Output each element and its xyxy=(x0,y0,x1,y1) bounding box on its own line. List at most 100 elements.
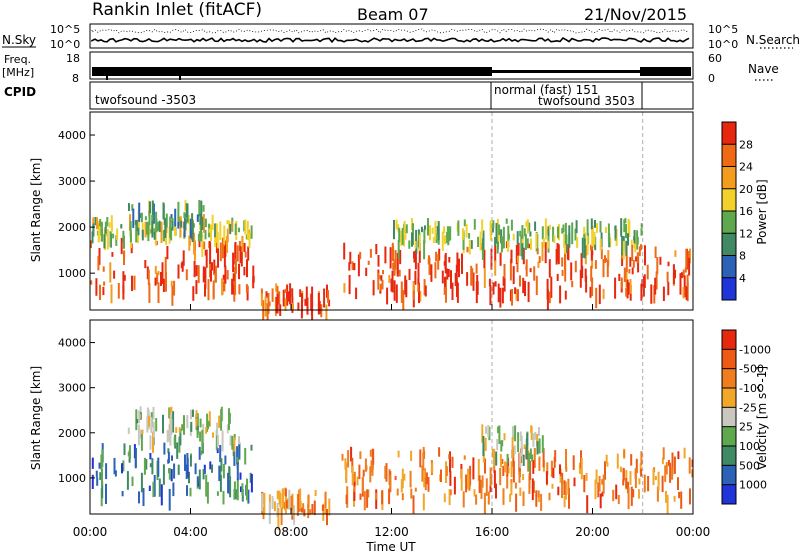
power-echo-cell xyxy=(226,270,229,280)
velocity-echo-cell xyxy=(236,446,239,465)
velocity-echo-cell xyxy=(510,482,513,496)
velocity-echo-cell xyxy=(657,471,660,491)
velocity-echo-cell xyxy=(629,471,632,485)
velocity-echo-cell xyxy=(622,467,625,482)
power-echo-cell xyxy=(131,204,134,211)
power-echo-cell xyxy=(202,272,205,283)
power-colorbar-segment xyxy=(722,255,736,278)
power-echo-cell xyxy=(575,220,578,234)
power-echo-cell xyxy=(522,247,525,265)
frequency-panel-frame xyxy=(89,51,694,80)
power-echo-cell xyxy=(160,222,163,243)
velocity-echo-cell xyxy=(565,466,568,472)
velocity-echo-cell xyxy=(369,466,372,483)
power-echo-cell xyxy=(109,262,112,283)
power-echo-cell xyxy=(182,250,185,266)
velocity-echo-cell xyxy=(372,449,375,465)
power-echo-cell xyxy=(494,260,497,276)
velocity-echo-cell xyxy=(528,452,531,472)
time-tick-label: 12:00 xyxy=(374,525,409,539)
power-echo-cell xyxy=(348,274,351,295)
power-echo-cell xyxy=(391,270,394,293)
power-echo-cell xyxy=(223,225,226,245)
power-echo-cell xyxy=(448,226,451,242)
power-echo-cell xyxy=(512,233,515,241)
velocity-echo-cell xyxy=(129,445,131,459)
velocity-echo-cell xyxy=(163,442,166,455)
power-echo-cell xyxy=(564,260,567,282)
power-echo-cell xyxy=(680,272,683,279)
power-echo-cell xyxy=(642,276,645,297)
power-echo-cell xyxy=(99,284,101,300)
velocity-echo-cell xyxy=(168,424,171,442)
velocity-echo-cell xyxy=(400,479,403,493)
velocity-echo-cell xyxy=(578,462,581,474)
power-echo-cell xyxy=(471,268,474,286)
power-echo-cell xyxy=(631,267,634,275)
velocity-echo-cell xyxy=(160,484,163,506)
power-echo-cell xyxy=(154,277,157,286)
power-echo-cell xyxy=(434,220,437,229)
power-echo-cell xyxy=(209,242,212,264)
power-echo-cell xyxy=(204,249,207,256)
velocity-echo-cell xyxy=(185,464,188,479)
velocity-echo-cell xyxy=(567,478,570,495)
power-echo-cell xyxy=(349,251,352,264)
velocity-echo-cell xyxy=(563,480,566,496)
velocity-echo-cell xyxy=(384,465,387,479)
velocity-echo-cell xyxy=(195,410,198,418)
velocity-echo-cell xyxy=(95,470,98,478)
power-echo-cell xyxy=(152,203,155,224)
velocity-echo-cell xyxy=(501,440,504,447)
velocity-echo-cell xyxy=(630,486,633,506)
power-echo-cell xyxy=(260,293,263,306)
velocity-colorbar-tick-label: 25 xyxy=(739,421,753,434)
velocity-echo-cell xyxy=(364,458,367,472)
velocity-echo-cell xyxy=(632,489,635,498)
time-tick-label: 04:00 xyxy=(173,525,208,539)
power-y-axis-label: Slant Range [km] xyxy=(29,158,43,262)
power-echo-cell xyxy=(144,221,147,238)
velocity-echo-cell xyxy=(519,453,522,468)
power-echo-cell xyxy=(623,267,626,282)
velocity-echo-cell xyxy=(634,471,637,488)
power-colorbar: 4 8 12 16 20 24 28 xyxy=(721,121,753,301)
noise-right-tick-top: 10^5 xyxy=(708,23,738,36)
power-echo-cell xyxy=(278,291,281,305)
velocity-echo-cell xyxy=(151,458,154,475)
power-echo-cell xyxy=(494,281,497,287)
velocity-echo-cell xyxy=(224,455,227,465)
power-echo-cell xyxy=(412,281,415,301)
power-echo-cell xyxy=(384,246,387,264)
velocity-echo-cell xyxy=(519,487,522,497)
power-echo-cell xyxy=(90,240,92,249)
velocity-echo-cell xyxy=(101,468,103,486)
velocity-echo-cell xyxy=(366,489,369,508)
velocity-echo-cell xyxy=(502,488,505,505)
velocity-echo-cell xyxy=(362,469,365,477)
power-echo-cell xyxy=(411,223,414,231)
velocity-echo-cell xyxy=(573,477,576,487)
velocity-echo-cell xyxy=(484,458,486,474)
velocity-data-cells xyxy=(91,320,694,531)
velocity-echo-cell xyxy=(595,469,598,484)
velocity-echo-cell xyxy=(472,457,475,480)
power-echo-cell xyxy=(343,242,346,260)
power-echo-cell xyxy=(174,208,177,227)
power-echo-cell xyxy=(297,302,300,311)
nave-tick-bottom: 0 xyxy=(708,72,715,85)
velocity-echo-cell xyxy=(196,476,199,483)
velocity-echo-cell xyxy=(401,468,404,489)
power-echo-cell xyxy=(245,284,248,293)
power-echo-cell xyxy=(165,271,167,292)
power-echo-cell xyxy=(103,234,106,249)
velocity-echo-cell xyxy=(361,476,364,493)
velocity-echo-cell xyxy=(622,479,625,486)
velocity-echo-cell xyxy=(216,434,219,447)
power-echo-cell xyxy=(547,240,550,249)
power-echo-cell xyxy=(419,290,422,302)
power-echo-cell xyxy=(112,233,115,239)
velocity-echo-cell xyxy=(179,429,182,446)
power-echo-cell xyxy=(231,278,234,295)
velocity-echo-cell xyxy=(414,487,417,492)
